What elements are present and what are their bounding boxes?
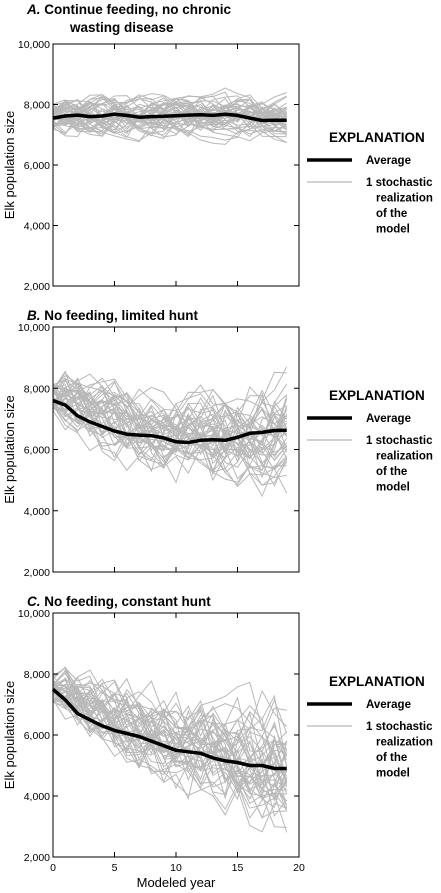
stochastic-line <box>53 684 288 772</box>
legend-stochastic-label: model <box>376 768 410 780</box>
legend-average-label: Average <box>366 155 411 167</box>
panel-title: A. Continue feeding, no chronic <box>26 2 232 17</box>
y-tick-label: 4,000 <box>24 791 50 803</box>
y-tick-label: 2,000 <box>24 852 50 864</box>
panel-letter: A. <box>26 2 44 17</box>
stochastic-line <box>53 97 287 129</box>
chart-panel-2: B. No feeding, limited hunt 2,000 4,000 6,0… <box>2 308 433 579</box>
legend-stochastic-label: realization <box>376 451 433 463</box>
panel-title-line: No feeding, limited hunt <box>44 308 198 323</box>
y-tick-label: 10,000 <box>18 322 50 334</box>
stochastic-line <box>53 402 288 472</box>
stochastic-line <box>53 387 288 488</box>
stochastic-line <box>53 678 287 777</box>
chart-panel-1: A. Continue feeding, no chronic wasting d… <box>2 2 433 293</box>
legend-stochastic-label: model <box>376 224 410 236</box>
legend-stochastic-label: 1 stochastic <box>366 177 433 189</box>
y-tick-label: 10,000 <box>18 39 50 51</box>
legend: EXPLANATION Average 1 stochastic realizatio… <box>307 130 433 236</box>
legend-stochastic-label: of the <box>376 208 407 220</box>
y-axis-label: Elk population size <box>2 395 17 503</box>
y-tick-label: 6,000 <box>24 730 50 742</box>
legend-stochastic-label: 1 stochastic <box>366 721 433 733</box>
stochastic-line <box>53 383 288 441</box>
x-tick-label: 0 <box>50 862 56 874</box>
stochastic-line <box>53 101 287 135</box>
stochastic-line <box>53 94 288 140</box>
y-tick-label: 4,000 <box>24 506 50 518</box>
y-tick-label: 8,000 <box>24 383 50 395</box>
stochastic-line <box>53 393 288 447</box>
chart-panel-3: C. No feeding, constant hunt 2,000 4,000 6,… <box>2 594 433 890</box>
y-tick-label: 10,000 <box>18 608 50 620</box>
x-tick-label: 10 <box>170 862 182 874</box>
stochastic-line <box>53 378 288 477</box>
panel-title-line: wasting disease <box>69 20 174 35</box>
y-tick-label: 8,000 <box>24 669 50 681</box>
legend-heading: EXPLANATION <box>329 674 425 689</box>
legend-average-label: Average <box>366 699 411 711</box>
stochastic-line <box>53 385 288 486</box>
panel-title-line: Continue feeding, no chronic <box>44 2 231 17</box>
y-axis-label: Elk population size <box>2 681 17 789</box>
average-line <box>52 398 287 445</box>
legend-average-label: Average <box>366 413 411 425</box>
legend-heading: EXPLANATION <box>329 130 425 145</box>
y-axis-label: Elk population size <box>2 111 17 219</box>
legend: EXPLANATION Average 1 stochastic realizatio… <box>307 674 433 780</box>
y-tick-label: 8,000 <box>24 100 50 112</box>
average-line <box>52 112 287 123</box>
stochastic-line <box>53 106 288 143</box>
y-tick-label: 2,000 <box>24 567 50 579</box>
legend-stochastic-label: realization <box>376 737 433 749</box>
x-tick-label: 15 <box>232 862 244 874</box>
legend-stochastic-label: of the <box>376 466 407 478</box>
stochastic-line <box>53 92 287 136</box>
stochastic-line <box>53 695 288 785</box>
legend-stochastic-label: realization <box>376 193 433 205</box>
panel-letter: B. <box>27 308 44 323</box>
y-tick-label: 2,000 <box>24 281 50 293</box>
panel-title: B. No feeding, limited hunt <box>27 308 199 323</box>
legend-stochastic-label: 1 stochastic <box>366 435 433 447</box>
stochastic-line <box>53 687 287 819</box>
panel-title: C. No feeding, constant hunt <box>27 594 211 609</box>
stochastic-line <box>53 95 287 129</box>
stochastic-line <box>53 691 287 761</box>
stochastic-group <box>53 366 288 498</box>
y-tick-label: 6,000 <box>24 445 50 457</box>
stochastic-line <box>53 387 288 484</box>
panel-letter: C. <box>27 594 44 609</box>
plot-frame <box>52 43 300 287</box>
stochastic-group <box>53 666 288 833</box>
stochastic-group <box>53 87 288 145</box>
stochastic-line <box>53 91 288 136</box>
panel-title-line: No feeding, constant hunt <box>44 594 211 609</box>
x-tick-label: 20 <box>293 862 305 874</box>
x-axis-label: Modeled year <box>137 875 216 890</box>
legend-stochastic-label: of the <box>376 752 407 764</box>
stochastic-line <box>53 375 288 456</box>
stochastic-line <box>53 686 288 802</box>
stochastic-line <box>53 389 287 453</box>
average-line <box>51 687 287 771</box>
stochastic-line <box>53 101 287 145</box>
y-tick-label: 6,000 <box>24 160 50 172</box>
y-tick-label: 4,000 <box>24 221 50 233</box>
x-tick-label: 5 <box>112 862 118 874</box>
stochastic-line <box>53 687 288 810</box>
legend-stochastic-label: model <box>376 482 410 494</box>
stochastic-line <box>53 381 288 455</box>
stochastic-line <box>53 404 288 470</box>
legend-heading: EXPLANATION <box>329 388 425 403</box>
legend: EXPLANATION Average 1 stochastic realizatio… <box>307 388 433 494</box>
